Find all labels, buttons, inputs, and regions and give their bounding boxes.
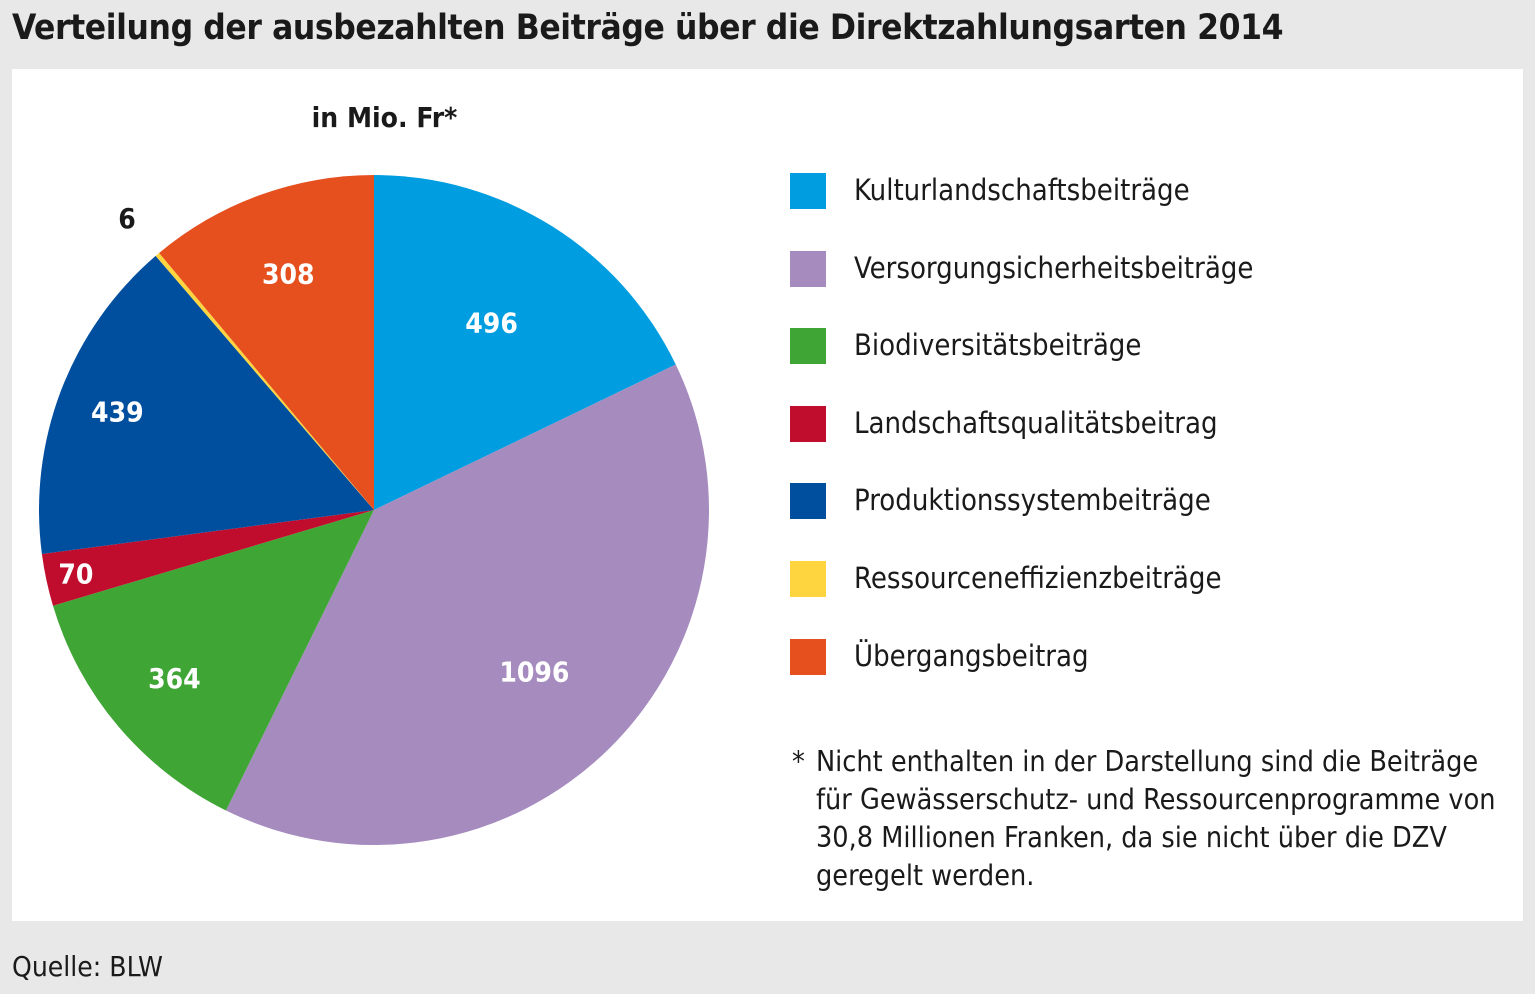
pie-slice <box>374 175 676 510</box>
footnote: * Nicht enthalten in der Darstellung sin… <box>792 743 1512 895</box>
slice-value-label: 439 <box>91 396 144 429</box>
slice-value-label: 70 <box>58 557 93 590</box>
legend-swatch <box>790 173 826 209</box>
source-note: Quelle: BLW <box>12 950 163 983</box>
pie-slice <box>52 510 375 811</box>
slice-value-label: 6 <box>118 202 136 235</box>
legend-swatch <box>790 405 826 442</box>
pie-slice <box>225 364 710 846</box>
chart-panel: in Mio. Fr* 496 1096 364 70 439 6 308 Kulturla… <box>12 69 1523 921</box>
legend-swatch <box>790 638 826 675</box>
footnote-marker: * <box>792 745 805 778</box>
legend-label: Landschaftsqualitätsbeitrag <box>854 405 1218 440</box>
legend-swatch <box>790 560 826 597</box>
slice-value-label: 308 <box>262 257 315 290</box>
legend-label: Produktionssystembeiträge <box>854 483 1211 518</box>
legend-label: Übergangsbeitrag <box>854 638 1089 673</box>
pie-slice <box>159 175 374 510</box>
unit-label: in Mio. Fr* <box>311 101 458 134</box>
legend-label: Biodiversitätsbeiträge <box>854 328 1142 363</box>
slice-value-label: 496 <box>465 306 518 339</box>
legend-swatch <box>790 483 826 520</box>
pie-chart: 496 1096 364 70 439 6 308 <box>38 175 710 846</box>
legend-label: Ressourceneffizienzbeiträge <box>854 560 1222 595</box>
pie-slice <box>155 252 374 511</box>
legend-swatch <box>790 328 826 365</box>
chart-title: Verteilung der ausbezahlten Beiträge übe… <box>12 8 1284 48</box>
pie-slice <box>38 255 374 554</box>
footnote-text: Nicht enthalten in der Darstellung sind … <box>816 745 1496 892</box>
legend-label: Kulturlandschaftsbeiträge <box>854 173 1190 207</box>
legend-label: Versorgungsicherheitsbeiträge <box>854 250 1254 285</box>
legend-swatch <box>790 250 826 287</box>
slice-value-label: 364 <box>148 662 201 695</box>
slice-value-label: 1096 <box>499 655 569 688</box>
pie-slice <box>41 510 374 606</box>
